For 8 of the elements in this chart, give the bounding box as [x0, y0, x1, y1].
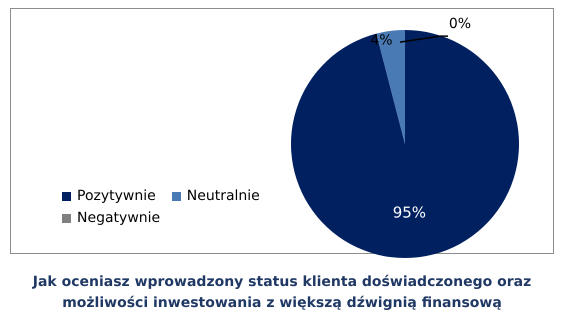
- legend-label: Pozytywnie: [77, 188, 156, 204]
- text: Jak oceniasz wprowadzony status klienta doświadczonego oraz możliwości inwestowania z większą dźwignią finansową: [31, 273, 532, 313]
- text: 0%: [448, 16, 472, 32]
- legend-label: Neutralnie: [186, 188, 260, 204]
- data-label: 4%: [370, 32, 393, 49]
- legend-label: Negatywnie: [77, 210, 160, 226]
- pie-slice: [291, 30, 519, 258]
- data-label: 95%: [392, 204, 426, 222]
